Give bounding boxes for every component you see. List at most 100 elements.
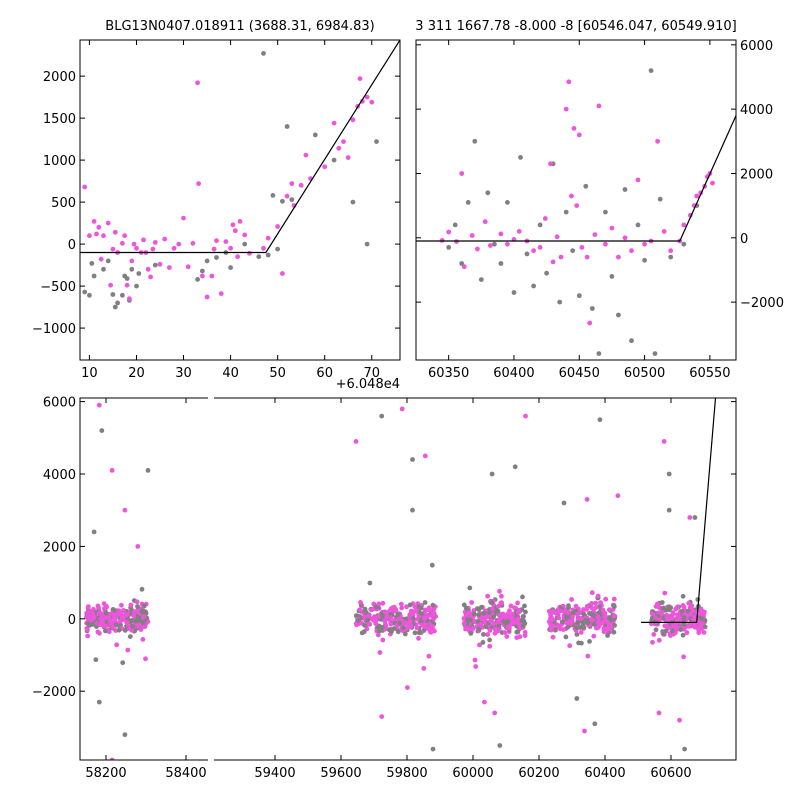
data-point-magenta: [681, 222, 687, 228]
data-point-magenta: [669, 615, 675, 621]
data-point-magenta: [431, 612, 436, 618]
data-point-magenta: [578, 616, 583, 622]
data-point-magenta: [284, 193, 290, 199]
data-point-magenta: [398, 601, 404, 607]
data-point-magenta: [132, 609, 137, 615]
data-point-magenta: [546, 608, 552, 614]
data-point-magenta: [380, 600, 386, 606]
data-point-gray: [103, 610, 109, 616]
data-point-magenta: [461, 621, 467, 626]
data-point-magenta: [110, 246, 116, 252]
data-point-gray: [395, 629, 401, 635]
data-point-magenta: [601, 619, 606, 625]
data-point-gray: [681, 615, 687, 621]
data-point-magenta: [495, 628, 501, 634]
x-tick-label: 60600: [650, 766, 691, 781]
data-point-magenta: [86, 604, 91, 609]
y-tick-label: 2000: [740, 167, 773, 182]
data-point-magenta: [461, 264, 467, 270]
data-point-gray: [680, 593, 686, 599]
data-point-gray: [520, 594, 525, 600]
data-point-magenta: [303, 152, 309, 158]
data-point-magenta: [584, 254, 590, 260]
data-point-gray: [122, 628, 128, 633]
data-point-magenta: [369, 607, 374, 613]
data-point-gray: [557, 299, 563, 305]
data-point-gray: [487, 637, 492, 643]
data-point-outlier: [379, 714, 385, 719]
data-point-gray: [699, 616, 704, 621]
data-point-gray: [478, 277, 484, 282]
data-point-gray: [589, 306, 595, 311]
data-point-gray: [364, 241, 370, 247]
data-point-magenta: [596, 103, 602, 109]
data-point-outlier: [122, 507, 128, 513]
data-point-magenta: [211, 246, 217, 252]
data-point-magenta: [134, 245, 139, 251]
data-point-magenta: [550, 259, 556, 265]
data-point-gray: [412, 630, 418, 636]
data-point-magenta: [185, 264, 191, 270]
y-tick-label: −2000: [740, 296, 784, 311]
data-point-magenta: [574, 203, 580, 209]
data-point-outlier: [656, 710, 662, 716]
data-point-magenta: [408, 624, 414, 630]
data-point-gray: [583, 183, 589, 189]
data-point-magenta: [655, 138, 660, 144]
data-point-magenta: [341, 139, 346, 145]
data-point-magenta: [579, 245, 585, 250]
data-point-magenta: [126, 296, 132, 302]
data-point-gray: [648, 68, 654, 73]
data-point-gray: [416, 630, 422, 636]
data-point-outlier: [682, 746, 687, 752]
axes-frame: [79, 397, 737, 761]
data-point-magenta: [218, 291, 224, 296]
data-point-magenta: [128, 602, 134, 608]
data-point-magenta: [477, 642, 482, 648]
data-point-magenta: [358, 600, 363, 605]
data-point-magenta: [376, 601, 382, 607]
x-tick-label: 60450: [559, 366, 600, 381]
data-point-magenta: [650, 639, 655, 645]
data-point-magenta: [665, 624, 670, 629]
data-point-gray: [520, 623, 526, 629]
data-point-magenta: [656, 637, 662, 643]
data-point-magenta: [504, 634, 510, 639]
data-point-magenta: [522, 633, 528, 638]
data-point-gray: [566, 605, 571, 611]
data-point-magenta: [230, 222, 236, 228]
data-point-gray: [688, 616, 693, 622]
data-point-magenta: [556, 615, 562, 621]
data-point-magenta: [557, 623, 563, 629]
data-point-gray: [642, 257, 647, 263]
data-point-magenta: [482, 219, 488, 225]
data-point-outlier: [597, 417, 603, 423]
data-point-gray: [465, 200, 471, 205]
data-point-magenta: [122, 233, 128, 239]
data-point-magenta: [100, 623, 106, 629]
data-point-magenta: [662, 590, 668, 596]
data-point-magenta: [550, 634, 556, 640]
data-point-magenta: [575, 612, 580, 617]
data-point-magenta: [514, 620, 520, 625]
data-point-magenta: [558, 254, 564, 260]
data-point-magenta: [571, 125, 577, 131]
data-point-gray: [491, 614, 496, 620]
data-point-gray: [280, 198, 285, 204]
data-point-magenta: [677, 619, 683, 624]
x-tick-label: 30: [175, 366, 192, 381]
data-point-magenta: [148, 274, 154, 280]
data-point-magenta: [584, 604, 590, 609]
data-point-gray: [485, 190, 491, 196]
data-point-magenta: [511, 620, 516, 625]
y-tick-label: 1500: [43, 112, 76, 127]
data-point-magenta: [190, 240, 196, 246]
data-point-magenta: [388, 621, 394, 627]
x-tick-label: 60550: [689, 366, 730, 381]
chart-bottom: 58200 58400 59400 59600 59800 60000 60200 60400…: [32, 394, 737, 781]
data-point-outlier: [592, 721, 598, 727]
data-point-gray: [492, 241, 497, 247]
data-point-outlier: [523, 413, 528, 419]
data-point-magenta: [603, 628, 609, 634]
data-point-magenta: [664, 615, 670, 620]
